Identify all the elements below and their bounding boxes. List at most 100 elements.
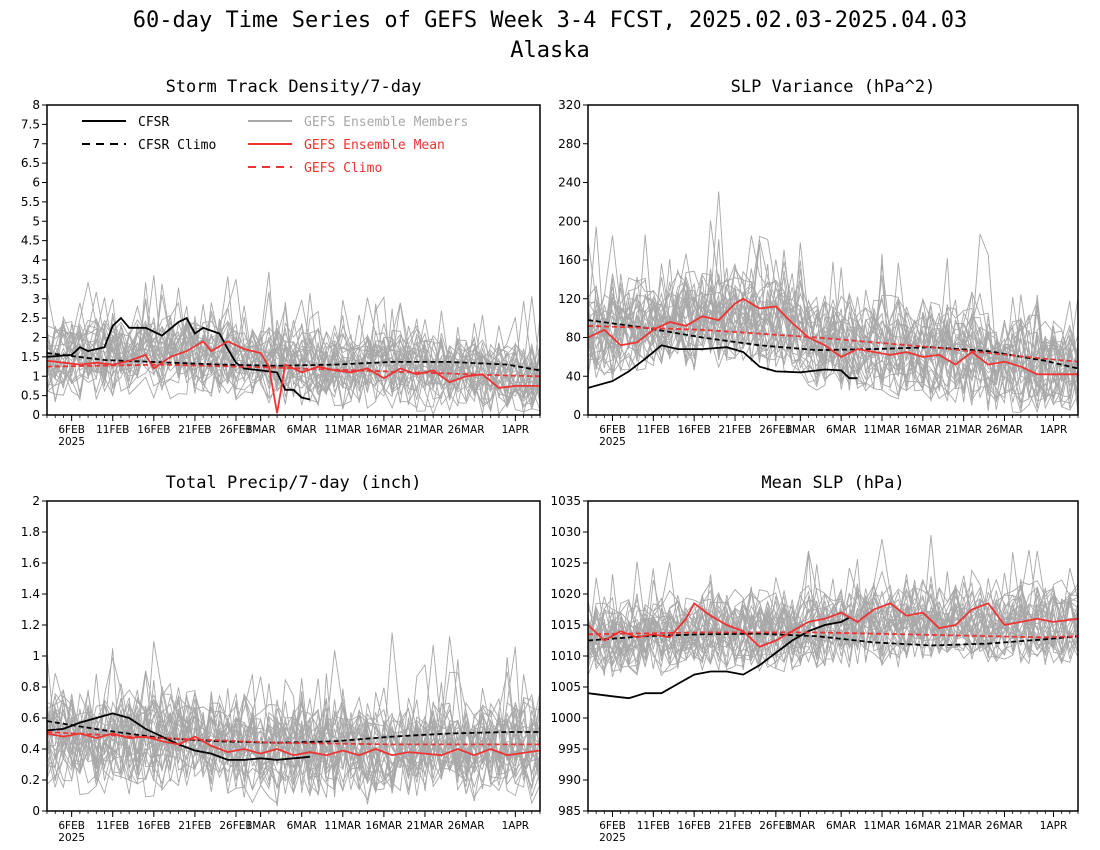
y-tick-label: 40 — [566, 369, 581, 383]
y-tick-label: 120 — [558, 292, 581, 306]
ensemble-member-line — [588, 573, 1078, 676]
y-tick-label: 0.8 — [21, 680, 40, 694]
x-year-label: 2025 — [599, 832, 626, 844]
x-tick-label: 1APR — [1040, 424, 1068, 436]
y-tick-label: 1020 — [550, 587, 581, 601]
ensemble-member-line — [47, 319, 540, 413]
y-tick-label: 1.6 — [21, 556, 40, 570]
ensemble-members — [47, 271, 540, 415]
y-tick-label: 1 — [32, 649, 40, 663]
ensemble-member-line — [47, 709, 540, 792]
x-tick-label: 6MAR — [287, 820, 317, 832]
y-tick-label: 0.6 — [21, 711, 40, 725]
ensemble-member-line — [588, 588, 1078, 662]
x-tick-label: 26MAR — [448, 424, 485, 436]
x-tick-label: 16MAR — [904, 424, 941, 436]
legend-mean-label: GEFS Ensemble Mean — [304, 138, 445, 153]
series-cfsr-climo — [47, 352, 540, 372]
x-tick-label: 16FEB — [137, 424, 170, 436]
y-tick-label: 240 — [558, 176, 581, 190]
y-tick-label: 0 — [32, 408, 40, 422]
x-tick-label: 6MAR — [826, 820, 856, 832]
ensemble-member-line — [47, 293, 540, 399]
legend-cfsr-label: CFSR — [138, 115, 169, 130]
ensemble-member-line — [588, 574, 1078, 675]
figure-subtitle: Alaska — [510, 38, 589, 63]
x-tick-label: 21MAR — [407, 820, 444, 832]
ensemble-member-line — [588, 270, 1078, 402]
ensemble-member-line — [47, 317, 540, 396]
x-tick-label: 6FEB — [599, 424, 626, 436]
panel-title: Mean SLP (hPa) — [761, 473, 904, 493]
y-tick-label: 1.8 — [21, 525, 40, 539]
y-tick-label: 0 — [32, 804, 40, 818]
y-tick-label: 0.2 — [21, 773, 40, 787]
x-tick-label: 11MAR — [324, 820, 361, 832]
legend-gefs-climo-label: GEFS Climo — [304, 161, 382, 176]
y-tick-label: 0.4 — [21, 742, 40, 756]
y-tick-label: 0 — [573, 408, 581, 422]
ensemble-member-line — [47, 291, 540, 401]
y-tick-label: 1005 — [550, 680, 581, 694]
y-tick-label: 1025 — [550, 556, 581, 570]
series-gefs-climo — [47, 363, 540, 378]
x-tick-label: 26FEB — [759, 424, 792, 436]
y-tick-label: 4 — [32, 253, 40, 267]
ensemble-member-line — [588, 259, 1078, 394]
x-tick-label: 1MAR — [785, 820, 815, 832]
y-tick-label: 7 — [32, 137, 40, 151]
y-tick-label: 6 — [32, 176, 40, 190]
x-tick-label: 6FEB — [58, 820, 85, 832]
x-tick-label: 26MAR — [448, 820, 485, 832]
y-tick-label: 1035 — [550, 494, 581, 508]
legend: CFSR CFSR Climo GEFS Ensemble Members GE… — [82, 115, 468, 176]
series-gefs-ensemble-mean — [47, 340, 540, 414]
ensemble-member-line — [588, 578, 1078, 669]
x-tick-label: 16MAR — [904, 820, 941, 832]
x-tick-label: 21FEB — [718, 424, 751, 436]
x-tick-label: 6FEB — [599, 820, 626, 832]
ensemble-member-line — [588, 268, 1078, 375]
y-tick-label: 1.2 — [21, 618, 40, 632]
x-tick-label: 16FEB — [678, 424, 711, 436]
mean-slp-panel: Mean SLP (hPa) 985 990 995 1000 1005 1010 1015 1… — [550, 473, 1079, 844]
y-tick-label: 1015 — [550, 618, 581, 632]
x-tick-label: 26FEB — [759, 820, 792, 832]
ensemble-members — [588, 535, 1078, 678]
y-tick-label: 985 — [558, 804, 581, 818]
x-tick-label: 6MAR — [826, 424, 856, 436]
series-cfsr — [588, 616, 850, 700]
ensemble-member-line — [588, 301, 1078, 409]
ensemble-member-line — [588, 567, 1078, 659]
y-tick-label: 5 — [32, 214, 40, 228]
x-tick-label: 21FEB — [718, 820, 751, 832]
x-tick-label: 1MAR — [246, 424, 276, 436]
x-tick-label: 21MAR — [945, 820, 982, 832]
x-tick-label: 16MAR — [365, 424, 402, 436]
series-cfsr — [47, 316, 311, 401]
x-tick-label: 1MAR — [785, 424, 815, 436]
ensemble-member-line — [47, 673, 540, 793]
x-tick-label: 21FEB — [178, 820, 211, 832]
x-tick-label: 16FEB — [678, 820, 711, 832]
x-tick-label: 6FEB — [58, 424, 85, 436]
slp-variance-panel: SLP Variance (hPa^2) 0 40 80 120 160 200 240 280… — [558, 77, 1079, 448]
y-tick-label: 2 — [32, 494, 40, 508]
y-tick-label: 1000 — [550, 711, 581, 725]
x-tick-label: 11FEB — [96, 424, 129, 436]
x-tick-label: 16FEB — [137, 820, 170, 832]
x-tick-label: 1APR — [502, 820, 530, 832]
series-gefs-climo — [47, 731, 540, 746]
y-tick-label: 160 — [558, 253, 581, 267]
ensemble-member-line — [588, 268, 1078, 384]
series-gefs-ensemble-mean — [588, 601, 1078, 648]
ensemble-member-line — [47, 328, 540, 415]
y-tick-label: 1010 — [550, 649, 581, 663]
x-year-label: 2025 — [58, 436, 85, 448]
x-tick-label: 11MAR — [324, 424, 361, 436]
ensemble-member-line — [47, 316, 540, 390]
x-tick-label: 26FEB — [219, 820, 252, 832]
x-tick-label: 11FEB — [637, 424, 670, 436]
ensemble-members — [47, 632, 540, 807]
x-tick-label: 16MAR — [365, 820, 402, 832]
